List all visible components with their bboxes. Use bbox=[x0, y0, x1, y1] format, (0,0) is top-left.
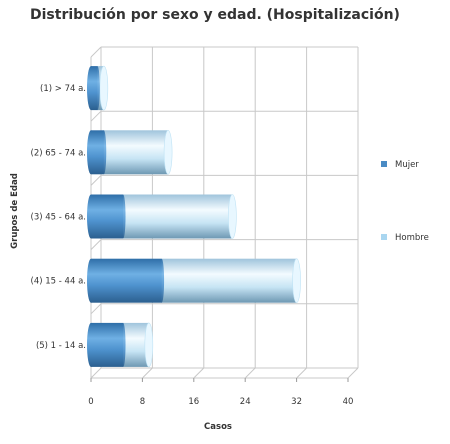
y-axis-categories: (1) > 74 a. (2) 65 - 74 a. (3) 45 - 64 a. (… bbox=[31, 84, 86, 351]
bar-base-mujer bbox=[87, 322, 95, 367]
bars bbox=[87, 65, 301, 368]
x-tick-label: 24 bbox=[240, 397, 251, 407]
x-tick-label: 32 bbox=[291, 397, 302, 407]
bar-cap-hombre bbox=[292, 258, 301, 304]
x-tick-label: 8 bbox=[140, 397, 145, 407]
category-label: (2) 65 - 74 a. bbox=[31, 148, 86, 158]
chart-title: Distribución por sexo y edad. (Hospitali… bbox=[30, 7, 400, 23]
bar-cap-hombre bbox=[144, 322, 154, 368]
bar-joint bbox=[120, 322, 126, 367]
grid-floor-diag bbox=[296, 367, 307, 379]
bar-hombre bbox=[161, 258, 297, 303]
bar-joint bbox=[95, 66, 100, 111]
bar-hombre bbox=[103, 130, 169, 175]
grid-band-diag bbox=[90, 303, 102, 315]
category-label: (3) 45 - 64 a. bbox=[31, 213, 86, 223]
legend-label: Hombre bbox=[395, 233, 429, 243]
grid-band-diag bbox=[90, 175, 102, 186]
category-label: (1) > 74 a. bbox=[40, 84, 86, 94]
x-axis-title: Casos bbox=[204, 422, 232, 432]
grid-floor-diag bbox=[244, 367, 256, 379]
bar-mujer bbox=[91, 258, 162, 303]
grid-band-diag bbox=[90, 110, 102, 122]
x-tick-label: 16 bbox=[188, 397, 199, 407]
bar-hombre bbox=[123, 194, 233, 239]
y-axis-title: Grupos de Edad bbox=[10, 173, 20, 249]
grid-band-diag bbox=[90, 239, 102, 250]
bar-joint bbox=[101, 130, 107, 175]
x-tick-label: 0 bbox=[88, 397, 93, 407]
bar-joint bbox=[159, 258, 165, 303]
x-axis-ticks: 0 8 16 24 32 40 bbox=[88, 378, 353, 407]
bar-cap-hombre bbox=[163, 130, 173, 175]
category-label: (5) 1 - 14 a. bbox=[36, 341, 86, 351]
x-tick-label: 40 bbox=[343, 397, 354, 407]
legend-swatch bbox=[381, 234, 387, 240]
legend-swatch bbox=[381, 161, 387, 167]
bar-mujer bbox=[91, 322, 124, 367]
grid-left-top-diag bbox=[90, 46, 102, 58]
legend: Mujer Hombre bbox=[381, 160, 429, 243]
grid-floor-diag bbox=[347, 367, 359, 379]
bar-base-mujer bbox=[87, 130, 95, 175]
bar-base-mujer bbox=[87, 194, 95, 239]
bar-cap-hombre bbox=[99, 65, 109, 111]
grid-floor-diag bbox=[142, 367, 153, 379]
bar-mujer bbox=[91, 194, 124, 239]
category-label: (4) 15 - 44 a. bbox=[31, 277, 86, 287]
legend-label: Mujer bbox=[395, 160, 419, 170]
bar-base-mujer bbox=[87, 258, 95, 303]
bar-joint bbox=[120, 194, 126, 239]
bar-cap-hombre bbox=[228, 194, 237, 239]
grid-floor-diag bbox=[193, 367, 205, 379]
bar-base-mujer bbox=[87, 66, 95, 111]
grid-floor-diag bbox=[90, 367, 102, 379]
